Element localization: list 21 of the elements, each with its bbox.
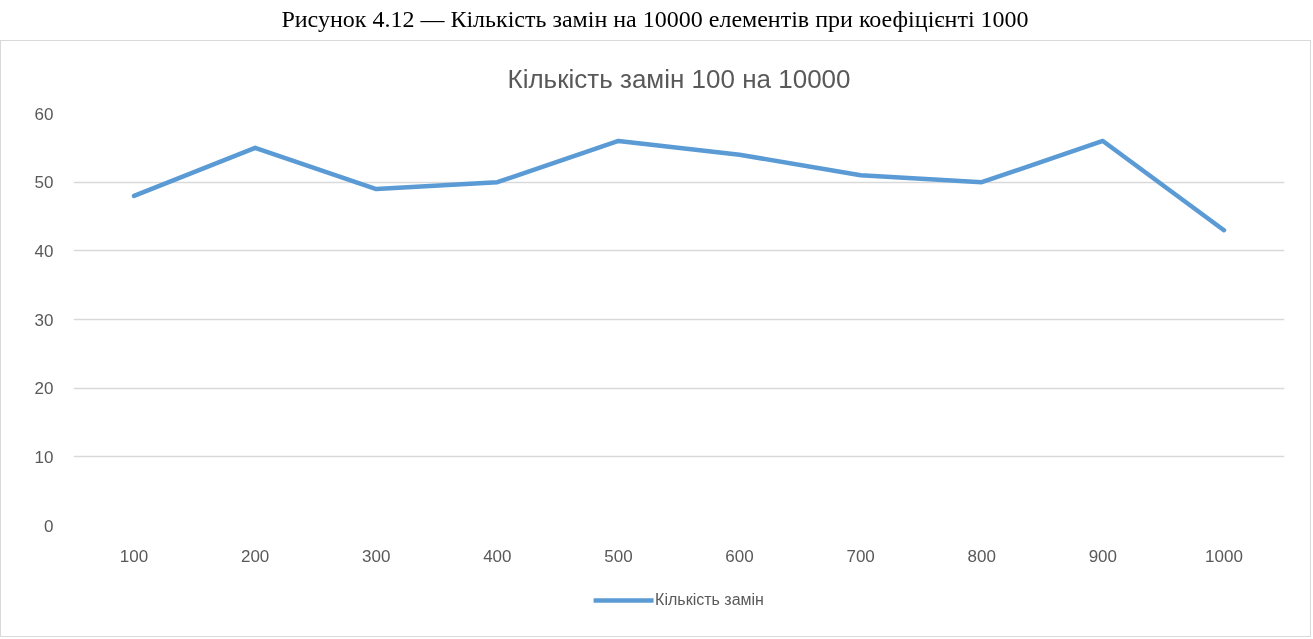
y-tick-label: 50 bbox=[34, 173, 54, 193]
x-tick-label: 800 bbox=[967, 546, 996, 566]
y-tick-label: 30 bbox=[34, 310, 54, 330]
y-tick-label: 60 bbox=[34, 104, 54, 124]
y-tick-label: 0 bbox=[44, 516, 54, 536]
x-tick-label: 1000 bbox=[1205, 546, 1243, 566]
x-tick-label: 300 bbox=[362, 546, 391, 566]
y-tick-label: 40 bbox=[34, 241, 54, 261]
x-tick-label: 700 bbox=[846, 546, 875, 566]
x-tick-label: 500 bbox=[604, 546, 633, 566]
chart-title: Кількість замін 100 на 10000 bbox=[507, 63, 851, 94]
x-tick-label: 600 bbox=[725, 546, 754, 566]
x-tick-label: 900 bbox=[1088, 546, 1118, 566]
line-series bbox=[131, 138, 1227, 233]
legend-label: Кількість замін bbox=[655, 591, 764, 609]
x-tick-label: 400 bbox=[483, 546, 512, 566]
x-tick-label: 200 bbox=[240, 546, 270, 566]
y-tick-label: 20 bbox=[34, 379, 54, 399]
y-tick-label: 10 bbox=[34, 447, 54, 467]
x-tick-label: 100 bbox=[119, 546, 149, 566]
text: Рисунок 4.12 — Кількість замін на 10000 елементів при коефіцієнті 1000 bbox=[281, 5, 1029, 33]
